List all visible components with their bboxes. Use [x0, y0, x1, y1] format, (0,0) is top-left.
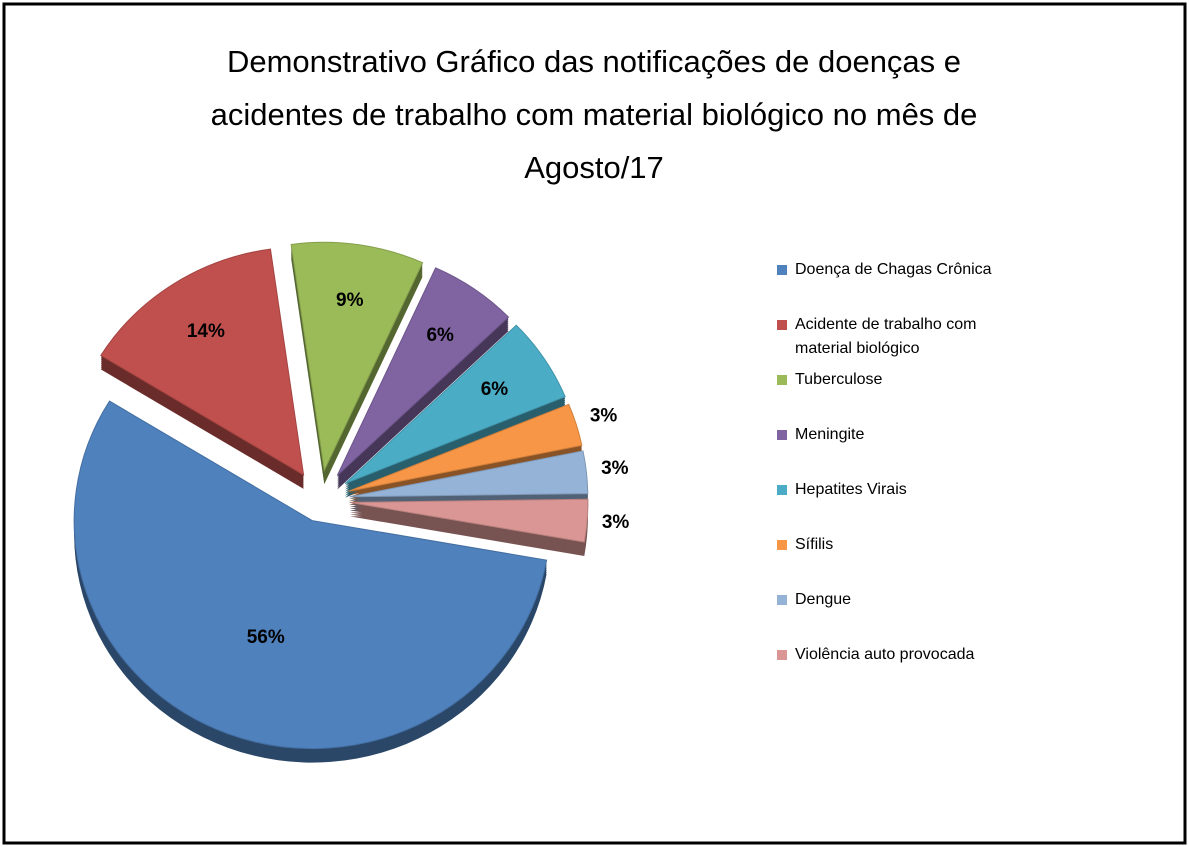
legend-item: Tuberculose: [775, 368, 1037, 423]
legend-label: Sífilis: [795, 536, 834, 553]
legend-item: Doença de Chagas Crônica: [775, 258, 1037, 313]
legend-item: Meningite: [775, 423, 1037, 478]
legend-item: Violência auto provocada: [775, 643, 1037, 698]
data-label: 3%: [601, 458, 629, 479]
slice: [349, 498, 589, 543]
legend-label: Tuberculose: [795, 371, 883, 388]
data-label: 6%: [426, 325, 454, 346]
data-label: 3%: [590, 406, 618, 427]
chart-title: acidentes de trabalho com material bioló…: [211, 97, 978, 132]
legend-swatch: [777, 650, 787, 660]
legend-item: Sífilis: [775, 533, 1037, 588]
slice: [73, 400, 548, 750]
legend-label: Hepatites Virais: [795, 481, 907, 498]
legend-swatch: [777, 265, 787, 275]
legend-label: Acidente de trabalho com material biológ…: [795, 316, 977, 357]
data-label: 3%: [602, 512, 630, 533]
legend-swatch: [777, 595, 787, 605]
legend-label: Dengue: [795, 591, 852, 608]
legend-label: Violência auto provocada: [795, 646, 975, 663]
legend-swatch: [777, 540, 787, 550]
slice: [336, 267, 510, 476]
data-label: 56%: [247, 627, 285, 648]
chart-title: Demonstrativo Gráfico das notificações d…: [227, 44, 961, 79]
data-label: 6%: [481, 379, 509, 400]
legend-swatch: [777, 485, 787, 495]
slice: [344, 324, 566, 485]
data-label: 14%: [187, 321, 225, 342]
legend-swatch: [777, 430, 787, 440]
legend-swatch: [777, 375, 787, 385]
legend-item: Acidente de trabalho com material biológ…: [775, 313, 1037, 368]
legend: Doença de Chagas Crônica Acidente de trab…: [775, 258, 1037, 698]
data-label: 9%: [336, 290, 364, 311]
chart-title: Agosto/17: [524, 150, 664, 185]
slice: [349, 450, 589, 498]
legend-item: Hepatites Virais: [775, 478, 1037, 533]
slice: [348, 403, 583, 492]
legend-item: Dengue: [775, 588, 1037, 643]
legend-label: Meningite: [795, 426, 865, 443]
slice: [290, 241, 424, 473]
legend-label: Doença de Chagas Crônica: [795, 261, 992, 278]
slice: [100, 248, 305, 476]
legend-swatch: [777, 320, 787, 330]
